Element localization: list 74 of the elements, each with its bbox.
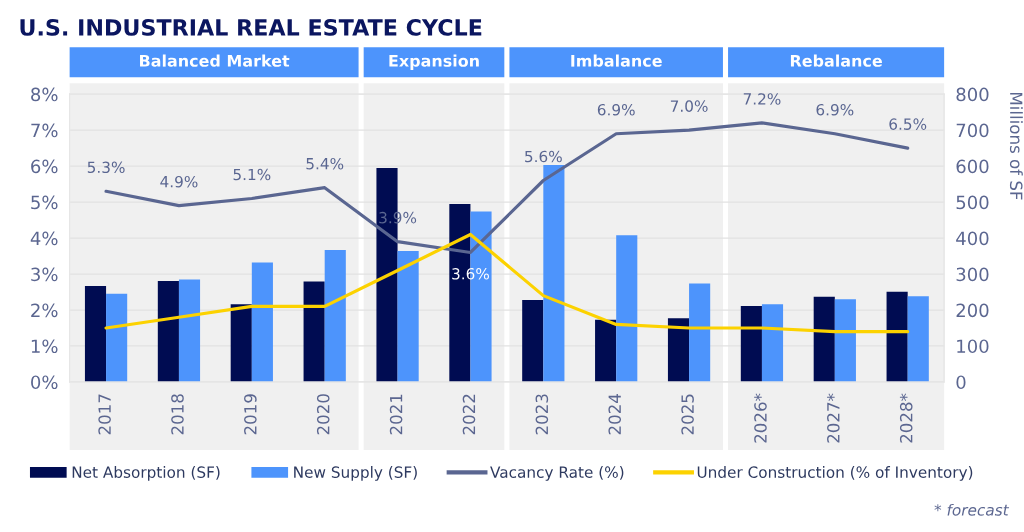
bar: [106, 293, 128, 382]
x-tick-label: 2018: [171, 394, 184, 435]
bar: [689, 283, 711, 382]
text: * forecast: [934, 503, 1010, 516]
y-tick-label: 0%: [31, 375, 58, 390]
y2-tick-label: 600: [956, 159, 989, 174]
bar: [761, 304, 784, 382]
y2-tick-label: 400: [956, 231, 989, 246]
legend-label: Vacancy Rate (%): [490, 466, 624, 481]
bar: [886, 291, 908, 382]
bar: [522, 299, 544, 382]
bar: [834, 299, 856, 382]
data-label: 5.6%: [525, 150, 562, 163]
x-tick-label: 2027*: [827, 393, 840, 443]
bar: [157, 280, 179, 382]
bar: [324, 249, 346, 382]
y-tick-label: 8%: [31, 87, 58, 102]
y2-tick-label: 100: [957, 339, 989, 354]
x-tick-label: 2028*: [899, 393, 913, 443]
bar: [595, 319, 617, 382]
data-label: 5.4%: [306, 157, 344, 170]
bar: [230, 304, 252, 382]
y-tick-label: 7%: [31, 123, 58, 138]
bar: [397, 251, 419, 382]
band-label: Expansion: [389, 54, 479, 70]
legend-label: Net Absorption (SF): [72, 466, 220, 481]
x-tick-label: 2026*: [754, 393, 767, 443]
data-label: 6.9%: [597, 103, 635, 116]
bar: [616, 235, 638, 382]
x-tick-label: 2023: [535, 394, 549, 435]
band-label: Balanced Market: [140, 54, 290, 67]
data-label: 7.2%: [743, 93, 781, 105]
y2-axis-title: Millions of SF: [1009, 93, 1023, 200]
y2-tick-label: 700: [956, 123, 989, 138]
y-tick-label: 3%: [31, 267, 58, 282]
data-label: 3.9%: [379, 211, 417, 224]
x-tick-label: 2020: [316, 394, 330, 435]
x-tick-label: 2024: [608, 394, 622, 435]
bar: [251, 262, 273, 382]
bar: [84, 285, 107, 382]
legend-label: Under Construction (% of Inventory): [697, 466, 973, 481]
y2-tick-label: 200: [956, 303, 989, 318]
y-tick-label: 2%: [31, 303, 58, 318]
y2-tick-label: 300: [956, 267, 989, 282]
bar: [178, 279, 201, 382]
bar: [667, 318, 690, 382]
bar: [303, 281, 325, 382]
bar: [813, 296, 835, 382]
x-tick-label: 2025: [681, 394, 694, 435]
bar: [907, 296, 929, 382]
y-tick-label: 4%: [30, 231, 58, 246]
legend-label: New Supply (SF): [294, 466, 417, 481]
data-label: 6.5%: [889, 118, 927, 130]
y2-tick-label: 800: [956, 87, 989, 102]
data-label: 7.0%: [670, 100, 708, 112]
bar: [543, 165, 565, 382]
chart-title: U.S. INDUSTRIAL REAL ESTATE CYCLE: [20, 19, 482, 36]
y2-tick-label: 0: [956, 375, 966, 390]
band-label: Imbalance: [571, 54, 662, 67]
data-label: 5.1%: [233, 168, 271, 181]
y-tick-label: 6%: [31, 159, 58, 174]
x-tick-label: 2022: [462, 394, 476, 435]
band-label: Rebalance: [790, 54, 882, 67]
data-label: 5.3%: [87, 161, 125, 174]
x-tick-label: 2021: [389, 394, 403, 435]
y2-tick-label: 500: [956, 195, 989, 210]
x-tick-label: 2019: [244, 394, 257, 435]
data-label: 6.9%: [816, 103, 854, 116]
bar: [740, 306, 762, 382]
y-tick-label: 5%: [31, 195, 58, 210]
x-tick-label: 2017: [98, 394, 111, 435]
line-series: [104, 232, 910, 334]
y-tick-label: 1%: [31, 339, 58, 354]
data-label: 4.9%: [160, 175, 198, 188]
